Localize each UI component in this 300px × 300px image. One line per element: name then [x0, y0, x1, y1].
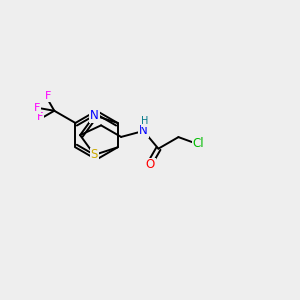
- Text: S: S: [91, 148, 98, 161]
- Text: O: O: [146, 158, 155, 171]
- Text: F: F: [44, 91, 51, 101]
- Text: F: F: [34, 103, 40, 113]
- Text: Cl: Cl: [192, 137, 204, 150]
- Text: H: H: [141, 116, 149, 126]
- Text: N: N: [139, 124, 148, 137]
- Text: N: N: [90, 109, 99, 122]
- Text: F: F: [37, 112, 43, 122]
